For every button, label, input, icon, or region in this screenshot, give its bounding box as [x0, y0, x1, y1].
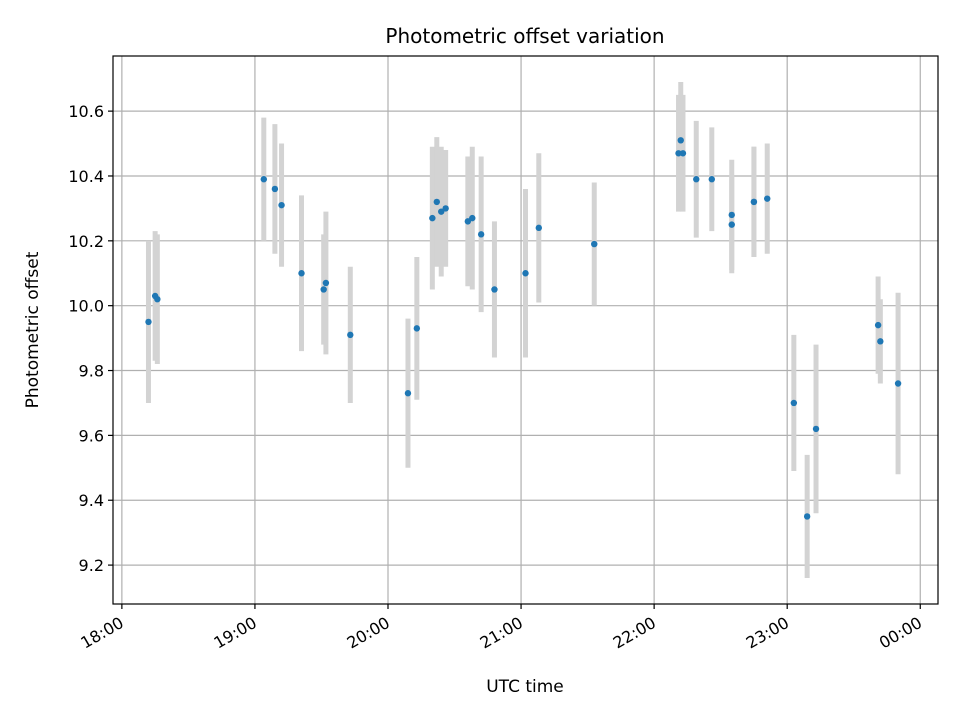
- y-axis-label: Photometric offset: [23, 251, 43, 408]
- x-tick-label: 23:00: [743, 613, 792, 653]
- y-tick-label: 9.6: [79, 426, 104, 445]
- chart-title: Photometric offset variation: [385, 24, 664, 48]
- data-point: [677, 137, 684, 144]
- data-point: [764, 195, 771, 202]
- data-point: [522, 270, 529, 277]
- y-tick-label: 10.2: [68, 232, 104, 251]
- x-tick-label: 18:00: [77, 613, 126, 653]
- data-point: [260, 176, 268, 183]
- y-tick-label: 9.4: [79, 491, 104, 510]
- x-axis-ticks: 18:00 19:00 20:00 21:00 22:00 23:00 00:00: [77, 604, 925, 653]
- data-point: [790, 399, 798, 407]
- data-point: [320, 286, 327, 293]
- data-point: [433, 198, 440, 206]
- data-point: [535, 224, 543, 232]
- data-point: [591, 240, 598, 248]
- y-tick-label: 10.6: [68, 102, 104, 121]
- data-point: [271, 185, 279, 193]
- data-point: [145, 318, 152, 326]
- data-point: [491, 286, 498, 293]
- y-axis-ticks: 9.2 9.4 9.6 9.8 10.0 10.2 10.4 10.6: [68, 102, 113, 575]
- data-point: [728, 221, 735, 228]
- x-tick-label: 00:00: [876, 613, 925, 653]
- data-point: [812, 425, 820, 433]
- data-point: [298, 270, 305, 277]
- x-axis-label: UTC time: [486, 677, 564, 697]
- data-point: [278, 201, 285, 209]
- x-tick-label: 21:00: [477, 613, 526, 653]
- x-tick-label: 19:00: [211, 613, 260, 653]
- data-point: [874, 321, 882, 329]
- data-point: [154, 295, 161, 303]
- data-point: [679, 150, 687, 157]
- data-point: [877, 338, 884, 345]
- data-point: [438, 208, 445, 215]
- data-point: [693, 176, 700, 183]
- plot-frame: [112, 55, 939, 605]
- data-point: [477, 231, 485, 238]
- x-tick-label: 22:00: [610, 613, 659, 653]
- data-point: [894, 380, 902, 387]
- data-point: [803, 513, 811, 520]
- y-tick-label: 10.0: [68, 297, 104, 316]
- data-point: [413, 325, 421, 332]
- data-point: [750, 198, 758, 206]
- data-point: [442, 205, 449, 212]
- data-point: [728, 211, 735, 219]
- data-point: [404, 390, 412, 397]
- data-point: [675, 150, 682, 157]
- data-points: [145, 137, 902, 520]
- x-tick-label: 20:00: [344, 613, 393, 653]
- data-point: [322, 279, 330, 287]
- y-tick-label: 9.8: [79, 362, 104, 381]
- data-point: [347, 331, 354, 339]
- data-point: [429, 214, 436, 222]
- y-tick-label: 9.2: [79, 556, 104, 575]
- data-point: [464, 218, 472, 225]
- data-point: [469, 214, 476, 222]
- data-point: [708, 176, 715, 183]
- error-bars: [145, 81, 901, 579]
- y-tick-label: 10.4: [68, 167, 104, 186]
